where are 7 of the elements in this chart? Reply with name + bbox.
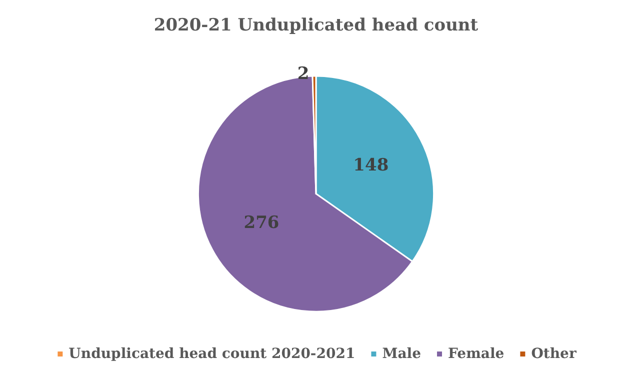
legend-label: Male [382,346,422,362]
data-label: 148 [353,155,389,176]
legend-label: Other [531,346,577,362]
chart-title: 2020-21 Unduplicated head count [154,16,478,36]
legend-label: Unduplicated head count 2020-2021 [68,346,356,362]
data-label: 276 [244,213,280,234]
legend-label: Female [448,346,504,362]
